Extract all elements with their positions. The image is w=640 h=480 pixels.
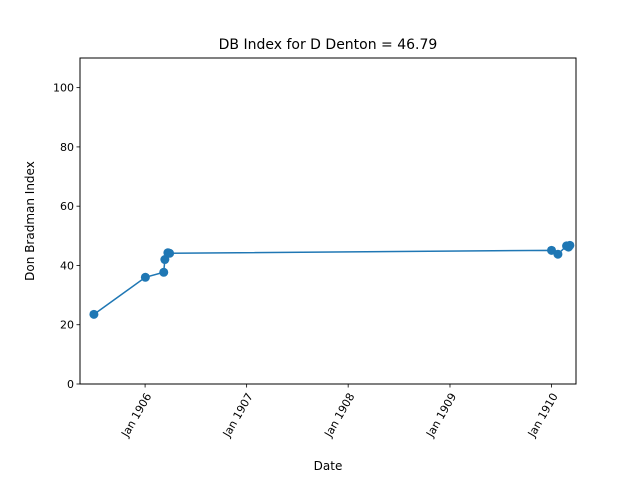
y-tick-label: 80 bbox=[60, 141, 74, 154]
y-tick-label: 60 bbox=[60, 200, 74, 213]
data-point bbox=[165, 248, 175, 258]
y-axis-label: Don Bradman Index bbox=[23, 161, 37, 281]
y-tick-label: 20 bbox=[60, 319, 74, 332]
data-point bbox=[553, 249, 563, 259]
data-point bbox=[159, 267, 169, 277]
x-axis-label: Date bbox=[314, 459, 343, 473]
series-layer bbox=[89, 240, 575, 319]
y-tick-label: 0 bbox=[67, 378, 74, 391]
data-point bbox=[89, 309, 99, 319]
y-axis: 0 20 40 60 80 100 bbox=[53, 82, 80, 391]
data-point bbox=[140, 272, 150, 282]
y-tick-label: 40 bbox=[60, 259, 74, 272]
y-tick-label: 100 bbox=[53, 82, 74, 95]
data-point bbox=[565, 240, 575, 250]
data-point bbox=[160, 255, 170, 265]
chart-title: DB Index for D Denton = 46.79 bbox=[219, 37, 438, 53]
plot-area bbox=[80, 58, 576, 384]
plot-frame bbox=[79, 57, 577, 385]
